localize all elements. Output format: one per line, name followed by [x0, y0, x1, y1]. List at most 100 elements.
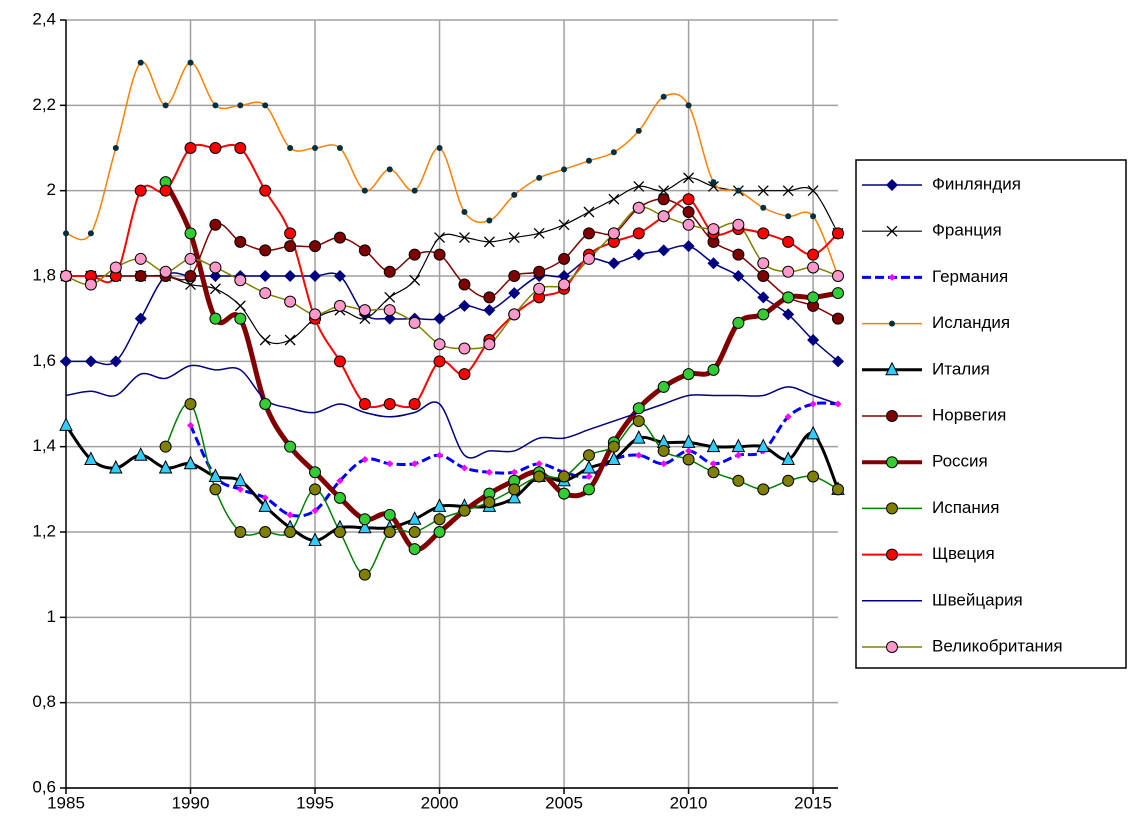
marker — [333, 231, 346, 244]
marker — [807, 261, 820, 274]
marker — [756, 438, 771, 453]
legend-label: Россия — [932, 452, 988, 471]
legend-marker — [886, 502, 898, 515]
legend-marker — [885, 361, 899, 376]
y-tick-label: 2,4 — [32, 9, 56, 28]
marker — [209, 483, 222, 496]
marker — [134, 184, 147, 197]
series-line — [164, 402, 839, 576]
marker — [309, 270, 322, 282]
marker — [436, 451, 444, 459]
marker — [832, 287, 844, 300]
marker — [558, 219, 570, 231]
marker — [261, 494, 269, 502]
marker — [782, 308, 795, 321]
marker — [561, 166, 568, 173]
marker — [635, 127, 642, 134]
marker — [781, 451, 796, 465]
marker — [760, 204, 767, 211]
marker — [63, 230, 69, 237]
marker — [287, 145, 294, 151]
legend-marker — [889, 320, 895, 327]
marker — [732, 248, 745, 261]
marker — [535, 460, 543, 468]
marker — [533, 227, 545, 239]
marker — [286, 511, 294, 519]
legend-label: Испания — [932, 498, 999, 517]
legend-label: Финляндия — [932, 174, 1021, 193]
marker — [632, 201, 645, 214]
marker — [732, 218, 745, 231]
marker — [184, 142, 197, 154]
marker — [284, 334, 296, 346]
marker — [259, 184, 272, 197]
legend-label: Норвегия — [932, 405, 1006, 424]
marker — [358, 398, 371, 410]
marker — [707, 466, 720, 479]
marker — [134, 270, 147, 282]
marker — [434, 232, 446, 244]
marker — [284, 526, 297, 538]
marker — [408, 316, 421, 329]
marker — [807, 291, 820, 304]
marker — [558, 252, 571, 265]
x-tick-label: 1995 — [296, 793, 334, 812]
marker — [582, 449, 595, 462]
marker — [582, 252, 595, 265]
marker — [660, 93, 667, 100]
marker — [757, 185, 769, 197]
legend-label: Исландия — [932, 313, 1010, 332]
marker — [184, 270, 197, 282]
marker — [483, 304, 496, 317]
x-tick-label: 2005 — [545, 793, 583, 812]
marker — [610, 149, 617, 156]
marker — [810, 213, 817, 220]
marker — [485, 468, 493, 476]
marker — [361, 187, 368, 194]
marker — [632, 402, 645, 415]
marker — [358, 304, 371, 317]
marker — [558, 487, 571, 500]
marker — [234, 526, 247, 538]
marker — [682, 240, 695, 253]
marker — [709, 460, 717, 468]
y-tick-label: 1,6 — [32, 351, 56, 370]
marker — [309, 483, 322, 496]
marker — [262, 102, 269, 109]
marker — [784, 413, 792, 421]
marker — [184, 227, 197, 240]
marker — [209, 261, 222, 274]
marker — [208, 468, 223, 483]
marker — [483, 236, 495, 248]
marker — [209, 218, 222, 231]
marker — [657, 193, 670, 206]
marker — [408, 526, 421, 538]
marker — [333, 299, 346, 312]
marker — [383, 304, 396, 317]
marker — [657, 244, 670, 257]
marker — [309, 466, 322, 479]
marker — [333, 270, 346, 282]
marker — [681, 434, 696, 448]
marker — [832, 355, 844, 368]
marker — [209, 270, 222, 282]
marker — [408, 398, 421, 410]
y-tick-label: 1,2 — [32, 521, 56, 540]
marker — [432, 498, 447, 512]
marker — [258, 498, 273, 512]
marker — [187, 59, 194, 66]
marker — [635, 451, 643, 459]
marker — [732, 474, 745, 487]
marker — [685, 447, 693, 455]
marker — [284, 270, 297, 282]
marker — [383, 312, 396, 325]
marker — [234, 274, 247, 287]
y-tick-label: 2,2 — [32, 95, 56, 114]
marker — [408, 248, 421, 261]
marker — [757, 483, 770, 496]
marker — [312, 145, 319, 151]
legend-marker — [888, 273, 896, 281]
y-tick-label: 0,6 — [32, 777, 56, 796]
marker — [657, 210, 670, 223]
marker — [682, 453, 695, 466]
